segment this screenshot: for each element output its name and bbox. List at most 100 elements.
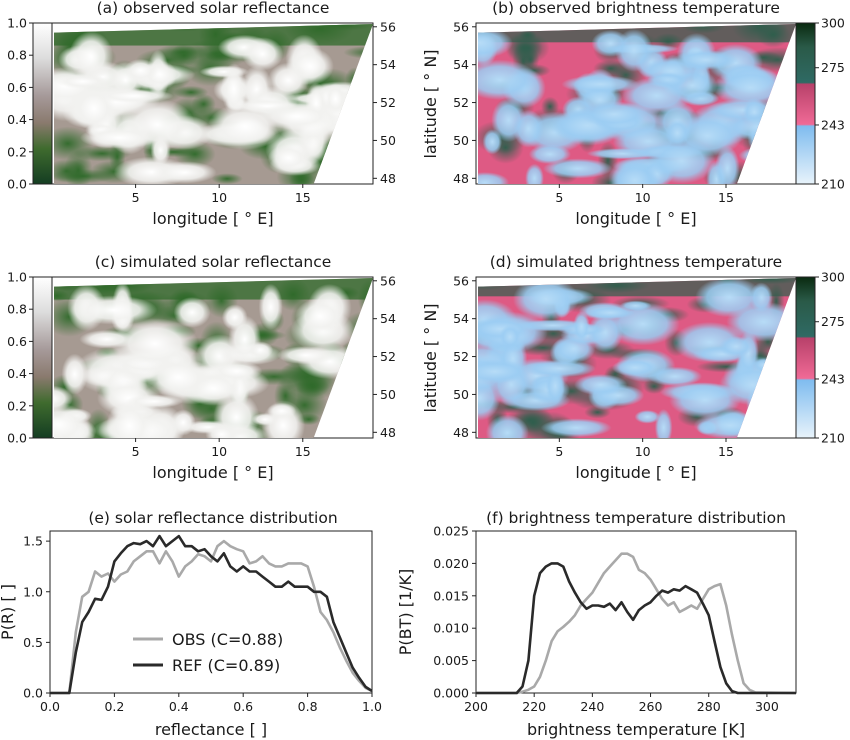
cloud-patch: [256, 103, 337, 130]
legend-ref-label: REF (C=0.89): [172, 656, 280, 675]
lat-tick-label: 54: [453, 311, 469, 326]
lat-tick-label: 56: [380, 273, 396, 288]
cloud-patch: [277, 346, 335, 365]
cloud-patch: [61, 353, 88, 395]
obs-series-line: [476, 552, 797, 695]
cloud-patch: [54, 403, 91, 438]
map-a-axes: 5 10 15 48 50 52 54 56: [132, 19, 396, 205]
colorbar-tick-label: 1.0: [7, 270, 27, 285]
panel-d: (d) simulated brightness temperature 5 10…: [421, 253, 845, 482]
panel-b-title: (b) observed brightness temperature: [492, 0, 780, 17]
legend-obs-label: OBS (C=0.88): [172, 630, 283, 649]
cloud-patch: [170, 409, 196, 436]
colorbar-tick-label: 0.6: [7, 334, 27, 349]
cloud-patch: [69, 295, 158, 325]
map-b-field: [478, 24, 796, 184]
x-tick-label: 300: [755, 699, 779, 714]
x-tick-label: 0.2: [104, 699, 124, 714]
map-c-field: [54, 278, 373, 438]
cloud-patch: [111, 318, 199, 370]
cold-patch: [478, 27, 513, 59]
cloud-patch: [79, 126, 159, 149]
plot-e-ylabel: P(R) [ ]: [0, 584, 17, 640]
lat-tick-label: 52: [453, 95, 469, 110]
cold-patch: [499, 324, 521, 349]
colorbar-tick-label: 0.4: [7, 366, 27, 381]
colorbar-tick-label: 300: [821, 16, 845, 31]
lat-tick-label: 48: [380, 425, 396, 440]
reflectance-colorbar: [32, 22, 53, 185]
lon-tick-label: 15: [718, 444, 734, 459]
cold-patch: [648, 138, 716, 184]
reflectance-colorbar-c-ticks: 0.0 0.2 0.4 0.6 0.8 1.0: [7, 270, 33, 446]
colorbar-tick-label: 275: [821, 314, 845, 329]
colorbar-tick-label: 0.0: [7, 177, 27, 192]
bt-colorbar-b: [795, 22, 816, 185]
x-tick-label: 260: [639, 699, 663, 714]
plot-f-xlabel: brightness temperature [K]: [527, 720, 745, 739]
lon-tick-label: 10: [211, 190, 227, 205]
lat-tick-label: 50: [380, 133, 396, 148]
lon-tick-label: 5: [555, 190, 563, 205]
map-b-axes: 5 10 15 48 50 52 54 56: [453, 19, 734, 205]
cold-patch: [611, 358, 659, 377]
panel-a-title: (a) observed solar reflectance: [97, 0, 330, 17]
x-tick-label: 200: [464, 699, 488, 714]
lat-tick-label: 52: [453, 349, 469, 364]
y-tick-label: 1.5: [23, 534, 43, 549]
lat-tick-label: 56: [453, 19, 469, 34]
colorbar-tick-label: 210: [821, 431, 845, 446]
map-d-xlabel: longitude [ ° E]: [575, 463, 696, 482]
ref-series-line: [50, 534, 373, 695]
colorbar-tick-label: 0.4: [7, 112, 27, 127]
cold-patch: [512, 278, 580, 321]
y-tick-label: 0.5: [23, 635, 43, 650]
map-b-xlabel: longitude [ ° E]: [575, 209, 696, 228]
cloud-patch: [241, 37, 284, 71]
cold-patch: [718, 336, 754, 357]
cloud-patch: [258, 283, 283, 331]
cold-patch: [513, 109, 545, 148]
cold-patch: [621, 77, 692, 115]
cold-patch: [647, 366, 703, 387]
x-tick-label: 0.0: [40, 699, 60, 714]
plot-e: 0.0 0.2 0.4 0.6 0.8 1.0 0.0 0.5 1.0 1.5: [23, 534, 382, 714]
cold-patch: [478, 359, 531, 384]
cold-patch: [580, 101, 649, 128]
map-c-xlabel: longitude [ ° E]: [152, 463, 273, 482]
x-tick-label: 0.4: [169, 699, 189, 714]
reflectance-colorbar-ticks: 0.0 0.2 0.4 0.6 0.8 1.0: [7, 16, 33, 192]
lat-tick-label: 50: [380, 387, 396, 402]
cloud-patch: [152, 161, 217, 184]
y-tick-label: 0.020: [433, 556, 469, 571]
colorbar-tick-label: 0.0: [7, 431, 27, 446]
obs-series-line: [50, 539, 373, 695]
cold-patch: [585, 306, 635, 320]
lon-tick-label: 5: [555, 444, 563, 459]
cloud-patch: [145, 357, 212, 398]
lat-tick-label: 54: [380, 57, 396, 72]
cold-patch: [522, 359, 596, 378]
cold-patch: [715, 145, 740, 184]
lat-tick-label: 48: [380, 171, 396, 186]
cloud-patch: [106, 400, 153, 438]
bt-colorbar-b-ticks: 210 243 275 300: [815, 16, 845, 192]
reflectance-colorbar-c: [32, 276, 53, 439]
panel-a: (a) observed solar reflectance 0.0 0.2 0.4…: [7, 0, 396, 228]
land-patch: [170, 43, 199, 67]
lat-tick-label: 50: [453, 133, 469, 148]
lat-tick-label: 48: [453, 425, 469, 440]
lat-tick-label: 56: [453, 273, 469, 288]
plot-e-frame: [49, 530, 373, 694]
x-tick-label: 0.8: [298, 699, 318, 714]
cold-patch: [478, 172, 510, 184]
lon-tick-label: 5: [132, 190, 140, 205]
cold-patch: [574, 373, 628, 396]
cold-patch: [573, 311, 590, 342]
panel-d-title: (d) simulated brightness temperature: [490, 253, 782, 271]
cloud-patch: [221, 63, 247, 115]
colorbar-tick-label: 0.2: [7, 144, 27, 159]
lon-tick-label: 10: [635, 190, 651, 205]
cloud-patch: [295, 298, 345, 335]
